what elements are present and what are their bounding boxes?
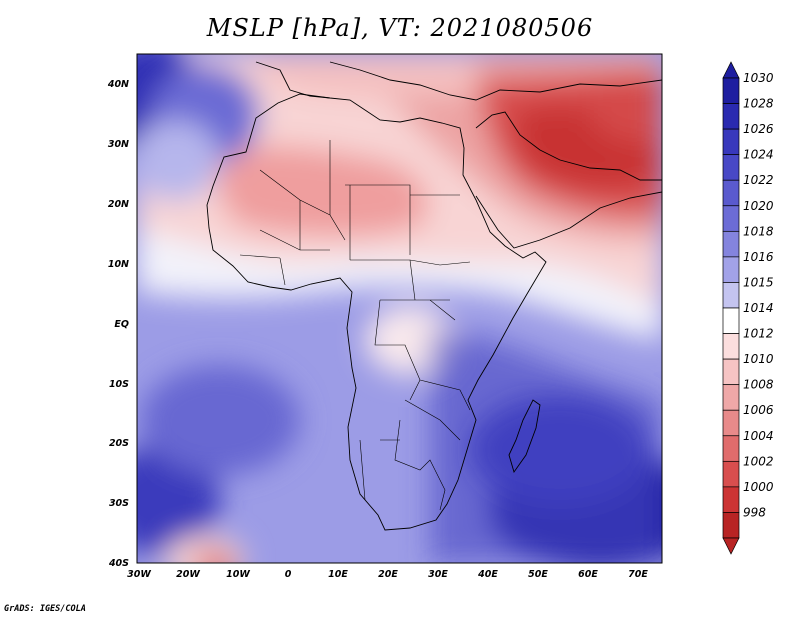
colorbar-label: 1010 <box>743 352 774 366</box>
colorbar-swatch <box>722 282 740 309</box>
lat-label: 40S <box>108 558 129 569</box>
lat-label: 30N <box>108 139 129 150</box>
lon-label: 10E <box>328 569 348 580</box>
colorbar-swatch <box>722 333 740 360</box>
colorbar-label: 1002 <box>743 454 774 468</box>
colorbar-label: 1006 <box>743 403 774 417</box>
lon-label: 0 <box>285 569 292 580</box>
colorbar-label: 1004 <box>743 429 774 443</box>
lon-label: 50E <box>528 569 548 580</box>
mediterranean-coastline <box>255 61 662 101</box>
colorbar-label: 1028 <box>743 97 774 111</box>
africa-coastline <box>206 93 547 531</box>
colorbar-label: 1020 <box>743 199 774 213</box>
lon-label: 60E <box>578 569 598 580</box>
plot-frame <box>136 53 663 564</box>
colorbar-swatch <box>722 307 740 334</box>
colorbar-swatch <box>722 486 740 513</box>
colorbar-label: 1018 <box>743 224 774 238</box>
lat-label: 20N <box>108 199 129 210</box>
colorbar-swatch <box>722 384 740 411</box>
latitude-axis: 40N 30N 20N 10N EQ 10S 20S 30S 40S <box>107 79 129 569</box>
colorbar: 1030 1028 1026 1024 1022 1020 1018 1016 1015 1014… <box>722 61 774 555</box>
colorbar-swatch <box>722 512 740 539</box>
map-title: MSLP [hPa], VT: 2021080506 <box>206 14 594 42</box>
country-borders <box>239 140 471 511</box>
colorbar-label: 1026 <box>743 122 774 136</box>
colorbar-swatch <box>722 409 740 437</box>
madagascar-coastline <box>508 399 541 474</box>
colorbar-swatch <box>722 435 740 462</box>
lat-label: 30S <box>109 498 129 509</box>
lon-label: 10W <box>226 569 250 580</box>
pressure-field <box>137 54 662 563</box>
lat-label: 20S <box>109 438 129 449</box>
lat-label: 10S <box>109 379 129 390</box>
lon-label: 40E <box>477 569 498 580</box>
colorbar-swatch <box>722 230 740 258</box>
colorbar-arrow-bottom <box>722 537 740 555</box>
colorbar-swatch <box>722 205 740 232</box>
colorbar-label: 1008 <box>743 378 774 392</box>
lon-label: 30E <box>428 569 448 580</box>
colorbar-label: 1030 <box>743 71 774 85</box>
colorbar-label: 1015 <box>743 275 774 289</box>
colorbar-label: 1014 <box>743 301 774 315</box>
colorbar-swatch <box>722 154 740 181</box>
colorbar-label: 998 <box>743 505 766 519</box>
colorbar-label: 1000 <box>743 480 774 494</box>
lat-label: EQ <box>114 319 129 330</box>
colorbar-swatch <box>722 358 740 386</box>
lon-label: 70E <box>628 569 648 580</box>
colorbar-label: 1012 <box>743 327 774 341</box>
colorbar-swatch <box>722 103 740 130</box>
lat-label: 10N <box>108 259 129 270</box>
colorbar-label: 1024 <box>743 148 774 162</box>
colorbar-arrow-top <box>722 61 740 79</box>
colorbar-label: 1022 <box>743 173 774 187</box>
lat-label: 40N <box>107 79 129 90</box>
colorbar-label: 1016 <box>743 250 774 264</box>
border-lines <box>239 140 471 511</box>
coastlines <box>206 61 662 531</box>
colorbar-swatch <box>722 460 740 488</box>
colorbar-swatch <box>722 256 740 283</box>
longitude-axis: 30W 20W 10W 0 10E 20E 30E 40E 50E 60E 70… <box>127 569 648 580</box>
arabia-coastline <box>475 191 662 249</box>
lon-label: 20E <box>378 569 398 580</box>
colorbar-swatch <box>722 128 740 156</box>
colorbar-swatch <box>722 179 740 207</box>
lon-label: 20W <box>176 569 200 580</box>
colorbar-swatch <box>722 77 740 104</box>
lon-label: 30W <box>127 569 151 580</box>
persian-gulf-coastline <box>475 111 662 181</box>
grads-credit: GrADS: IGES/COLA <box>4 604 86 614</box>
